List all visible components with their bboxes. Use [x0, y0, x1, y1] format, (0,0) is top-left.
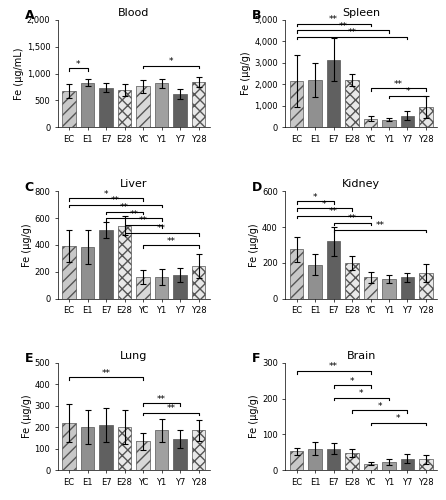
Bar	[99, 425, 113, 470]
Bar	[364, 464, 377, 470]
Bar	[136, 277, 150, 298]
Bar	[155, 430, 168, 470]
Text: *: *	[76, 60, 81, 68]
Y-axis label: Fe (µg/g): Fe (µg/g)	[249, 223, 259, 267]
Bar	[99, 230, 113, 298]
Text: **: **	[329, 16, 338, 24]
Bar	[192, 266, 205, 298]
Bar	[382, 462, 396, 470]
Text: E: E	[25, 352, 33, 365]
Text: **: **	[166, 404, 175, 413]
Text: **: **	[375, 222, 384, 230]
Y-axis label: Fe (µg/g): Fe (µg/g)	[22, 394, 32, 438]
Title: Lung: Lung	[120, 350, 148, 360]
Bar	[327, 60, 340, 127]
Bar	[136, 86, 150, 127]
Text: **: **	[129, 210, 138, 219]
Text: **: **	[157, 394, 166, 404]
Text: *: *	[313, 193, 317, 202]
Bar	[81, 427, 94, 470]
Y-axis label: Fe (µg/g): Fe (µg/g)	[241, 52, 251, 96]
Text: *: *	[359, 389, 363, 398]
Text: B: B	[252, 10, 262, 22]
Text: **: **	[329, 362, 338, 372]
Text: **: **	[102, 369, 111, 378]
Bar	[155, 83, 168, 127]
Bar	[118, 427, 131, 470]
Text: C: C	[25, 180, 34, 194]
Text: F: F	[252, 352, 260, 365]
Bar	[81, 82, 94, 127]
Bar	[364, 118, 377, 127]
Bar	[290, 452, 303, 470]
Bar	[192, 430, 205, 470]
Bar	[382, 120, 396, 127]
Bar	[401, 458, 414, 470]
Y-axis label: Fe (µg/mL): Fe (µg/mL)	[14, 48, 24, 100]
Bar	[290, 81, 303, 127]
Text: *: *	[104, 190, 108, 198]
Bar	[308, 448, 322, 470]
Bar	[62, 423, 76, 470]
Title: Spleen: Spleen	[342, 8, 380, 18]
Title: Blood: Blood	[118, 8, 149, 18]
Bar	[192, 82, 205, 127]
Text: **: **	[338, 22, 347, 30]
Bar	[327, 448, 340, 470]
Y-axis label: Fe (µg/g): Fe (µg/g)	[22, 223, 32, 267]
Text: *: *	[322, 200, 326, 209]
Title: Kidney: Kidney	[342, 180, 380, 190]
Bar	[345, 453, 359, 470]
Bar	[62, 90, 76, 127]
Bar	[419, 272, 433, 298]
Text: **: **	[347, 214, 356, 223]
Bar	[118, 226, 131, 298]
Text: *: *	[169, 57, 173, 66]
Bar	[401, 116, 414, 127]
Text: *: *	[350, 376, 354, 386]
Text: *: *	[405, 87, 410, 96]
Text: A: A	[25, 10, 34, 22]
Bar	[173, 94, 187, 127]
Bar	[419, 107, 433, 127]
Text: **: **	[329, 207, 338, 216]
Bar	[99, 88, 113, 127]
Y-axis label: Fe (µg/g): Fe (µg/g)	[249, 394, 259, 438]
Text: **: **	[111, 196, 120, 205]
Text: **: **	[139, 216, 148, 226]
Text: **: **	[394, 80, 403, 88]
Bar	[345, 80, 359, 127]
Bar	[290, 250, 303, 298]
Bar	[345, 263, 359, 298]
Bar	[308, 264, 322, 298]
Title: Liver: Liver	[120, 180, 148, 190]
Bar	[364, 277, 377, 298]
Bar	[401, 277, 414, 298]
Bar	[118, 90, 131, 127]
Bar	[173, 275, 187, 298]
Bar	[173, 439, 187, 470]
Text: *: *	[396, 414, 401, 423]
Bar	[327, 242, 340, 298]
Text: *: *	[377, 402, 382, 410]
Bar	[81, 247, 94, 298]
Bar	[419, 460, 433, 470]
Text: **: **	[157, 224, 166, 234]
Text: **: **	[166, 236, 175, 246]
Text: D: D	[252, 180, 262, 194]
Bar	[62, 246, 76, 298]
Text: **: **	[120, 203, 129, 212]
Bar	[136, 441, 150, 470]
Bar	[382, 279, 396, 298]
Text: **: **	[347, 28, 356, 37]
Bar	[308, 80, 322, 127]
Bar	[155, 277, 168, 298]
Title: Brain: Brain	[347, 350, 376, 360]
